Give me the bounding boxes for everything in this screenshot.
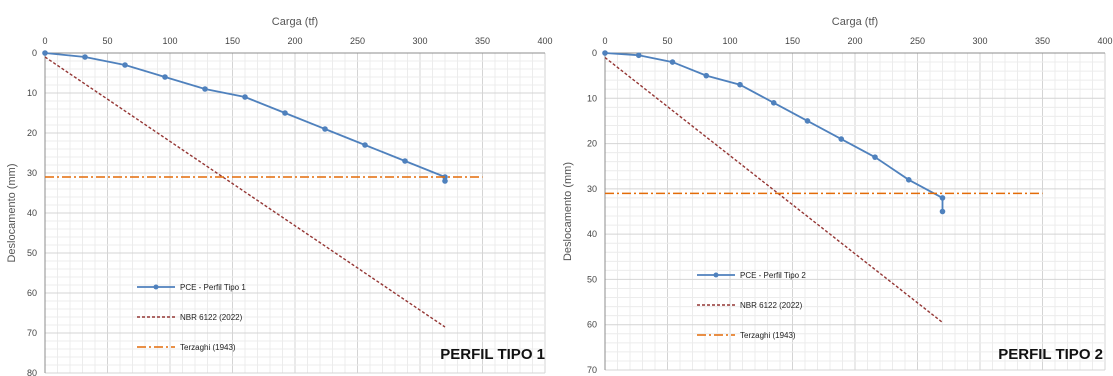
panel-label: PERFIL TIPO 1 <box>440 346 545 363</box>
x-axis-title: Carga (tf) <box>272 16 318 28</box>
legend-label: PCE - Perfil Tipo 1 <box>180 283 246 292</box>
legend-label: PCE - Perfil Tipo 2 <box>740 271 806 280</box>
y-tick-label: 40 <box>587 229 597 239</box>
y-tick-label: 40 <box>27 208 37 218</box>
y-tick-label: 60 <box>587 320 597 330</box>
x-tick-label: 350 <box>475 36 490 46</box>
data-point-marker <box>322 126 328 132</box>
x-tick-label: 200 <box>847 36 862 46</box>
x-tick-label: 50 <box>662 36 672 46</box>
x-tick-label: 0 <box>602 36 607 46</box>
y-tick-label: 20 <box>27 128 37 138</box>
x-tick-label: 300 <box>972 36 987 46</box>
chart-perfil-tipo-2: 0 50 100 150 200 250 300 350 400 0 10 20 30 40 50 60 70 C… <box>562 16 1113 375</box>
legend-label: Terzaghi (1943) <box>180 343 236 352</box>
y-tick-label: 30 <box>587 184 597 194</box>
y-axis-title: Deslocamento (mm) <box>562 162 574 261</box>
y-tick-label: 20 <box>587 139 597 149</box>
legend: PCE - Perfil Tipo 2 NBR 6122 (2022) Terzag… <box>697 271 806 340</box>
data-point-marker <box>202 86 208 92</box>
y-axis-title: Deslocamento (mm) <box>6 163 18 262</box>
data-point-marker <box>939 195 946 201</box>
x-tick-label: 100 <box>162 36 177 46</box>
x-tick-label: 50 <box>102 36 112 46</box>
data-point-marker <box>770 100 777 106</box>
data-point-marker <box>872 154 878 160</box>
y-tick-label: 50 <box>587 274 597 284</box>
data-point-marker <box>838 136 845 142</box>
data-point-marker <box>939 208 946 215</box>
panel-label: PERFIL TIPO 2 <box>998 346 1103 363</box>
x-tick-label: 250 <box>910 36 925 46</box>
data-point-marker <box>122 62 128 68</box>
y-tick-label: 0 <box>592 48 597 58</box>
series-line-1 <box>605 52 944 212</box>
data-point-marker <box>162 74 168 80</box>
y-tick-label: 10 <box>27 88 37 98</box>
x-tick-label: 350 <box>1035 36 1050 46</box>
series-line-1 <box>45 52 446 181</box>
x-axis-title: Carga (tf) <box>832 16 878 28</box>
legend-marker <box>153 284 159 290</box>
y-tick-label: 70 <box>587 365 597 375</box>
data-point-marker <box>42 50 48 56</box>
series-line-2 <box>605 56 943 324</box>
legend-marker <box>713 272 719 278</box>
data-point-marker <box>442 178 448 184</box>
data-point-marker <box>635 52 642 59</box>
legend-label: NBR 6122 (2022) <box>740 301 803 310</box>
x-tick-label: 0 <box>42 36 47 46</box>
series-line-2 <box>45 56 446 328</box>
data-point-marker <box>804 118 811 124</box>
data-point-marker <box>737 81 743 88</box>
y-tick-label: 30 <box>27 168 37 178</box>
data-point-marker <box>242 94 248 100</box>
data-point-marker <box>282 110 288 116</box>
x-tick-label: 250 <box>350 36 365 46</box>
x-tick-label: 400 <box>1097 36 1112 46</box>
x-tick-label: 150 <box>225 36 240 46</box>
y-tick-label: 80 <box>27 368 37 376</box>
x-tick-label: 150 <box>785 36 800 46</box>
data-point-marker <box>602 50 608 56</box>
chart-panel-perfil-tipo-1: 0 50 100 150 200 250 300 350 400 0 10 20 30 40 50 60 70 8… <box>0 0 556 376</box>
y-tick-label: 50 <box>27 248 37 258</box>
chart-panel-perfil-tipo-2: 0 50 100 150 200 250 300 350 400 0 10 20 30 40 50 60 70 C… <box>556 0 1113 376</box>
legend-label: NBR 6122 (2022) <box>180 313 243 322</box>
legend-label: Terzaghi (1943) <box>740 331 796 340</box>
data-point-marker <box>669 59 676 65</box>
x-tick-label: 400 <box>537 36 552 46</box>
y-tick-label: 10 <box>587 93 597 103</box>
data-point-marker <box>82 54 88 60</box>
data-point-marker <box>362 142 368 148</box>
y-tick-label: 60 <box>27 288 37 298</box>
x-tick-label: 100 <box>722 36 737 46</box>
y-tick-label: 70 <box>27 328 37 338</box>
data-point-marker <box>905 177 912 183</box>
data-point-marker <box>703 72 710 79</box>
legend: PCE - Perfil Tipo 1 NBR 6122 (2022) Terzag… <box>137 283 246 352</box>
chart-perfil-tipo-1: 0 50 100 150 200 250 300 350 400 0 10 20 30 40 50 60 70 8… <box>6 16 553 376</box>
data-point-marker <box>402 158 408 164</box>
gridlines <box>604 52 1106 371</box>
y-tick-label: 0 <box>32 48 37 58</box>
x-tick-label: 300 <box>412 36 427 46</box>
x-tick-label: 200 <box>287 36 302 46</box>
gridlines <box>44 52 546 374</box>
